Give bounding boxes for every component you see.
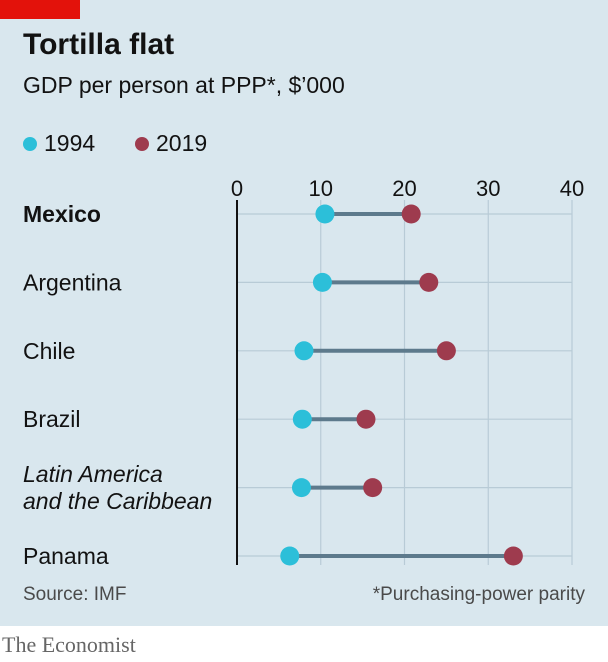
point-2019 [401, 204, 421, 224]
legend-label-2019: 2019 [156, 130, 208, 156]
legend-item-1994: 1994 [23, 130, 95, 157]
category-label: Brazil [23, 406, 81, 432]
category-label: Panama [23, 543, 109, 569]
point-2019 [356, 409, 376, 429]
x-tick-label: 30 [476, 176, 500, 201]
dumbbell-chart: 0 10 20 30 40 Mexico Argentina Chile Brazil Latin… [23, 176, 584, 569]
point-2019 [436, 341, 456, 361]
chart-title: Tortilla flat [23, 28, 175, 61]
point-1994 [315, 204, 335, 224]
category-label: Chile [23, 338, 75, 364]
legend-marker-1994 [23, 136, 37, 151]
x-tick-label: 20 [392, 176, 416, 201]
category-label: and the Caribbean [23, 488, 212, 514]
point-2019 [503, 546, 523, 566]
chart-subtitle: GDP per person at PPP*, $’000 [23, 72, 345, 98]
point-1994 [292, 409, 312, 429]
x-tick-label: 10 [309, 176, 333, 201]
point-1994 [280, 546, 300, 566]
point-2019 [419, 272, 439, 292]
category-label: Latin America [23, 461, 163, 487]
legend-item-2019: 2019 [135, 130, 207, 157]
point-1994 [294, 341, 314, 361]
publication-logo: The Economist [2, 632, 136, 657]
point-1994 [291, 478, 311, 498]
x-tick-label: 0 [231, 176, 243, 201]
point-1994 [312, 272, 332, 292]
category-label: Mexico [23, 201, 101, 227]
footnote: *Purchasing-power parity [372, 584, 585, 605]
legend-marker-2019 [135, 136, 149, 151]
chart-panel: Tortilla flat GDP per person at PPP*, $’… [0, 0, 608, 626]
category-label: Argentina [23, 269, 122, 295]
legend-label-1994: 1994 [44, 130, 96, 156]
source-note: Source: IMF [23, 584, 127, 605]
point-2019 [363, 478, 383, 498]
brand-red-tag [0, 0, 80, 19]
x-tick-label: 40 [560, 176, 584, 201]
